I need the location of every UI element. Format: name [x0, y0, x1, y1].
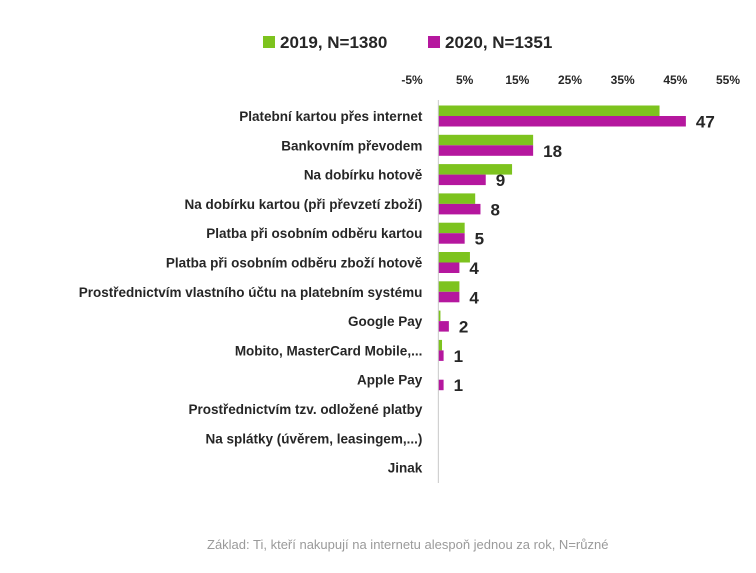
- category-label: Google Pay: [348, 314, 423, 329]
- data-label-2020: 9: [496, 171, 505, 190]
- bar-2020: [438, 350, 444, 361]
- category-label: Na splátky (úvěrem, leasingem,...): [205, 431, 422, 446]
- bar-2019: [438, 105, 660, 116]
- data-label-2020: 5: [475, 230, 484, 249]
- category-label: Platba při osobním odběru kartou: [206, 226, 422, 241]
- data-label-2020: 4: [469, 288, 479, 307]
- bar-2019: [438, 281, 460, 292]
- data-label-2020: 18: [543, 142, 562, 161]
- data-label-2020: 2: [459, 318, 468, 337]
- data-label-2020: 1: [454, 347, 463, 366]
- bar-2020: [438, 262, 460, 273]
- bar-2019: [438, 193, 476, 204]
- category-label: Prostřednictvím vlastního účtu na plateb…: [79, 285, 423, 300]
- bar-2020: [438, 116, 686, 127]
- bar-2020: [438, 174, 486, 186]
- bar-2019: [438, 339, 443, 351]
- bar-2020: [438, 203, 481, 215]
- x-axis-ticks: -5% 5% 15% 25% 35% 45% 55%: [401, 73, 740, 87]
- bar-2019: [438, 134, 534, 146]
- x-tick-label: 55%: [716, 73, 740, 87]
- x-tick-label: 5%: [456, 73, 474, 87]
- bars: [438, 105, 686, 391]
- legend-swatch-2019: [263, 36, 275, 48]
- category-label: Na dobírku kartou (při převzetí zboží): [185, 197, 423, 212]
- legend-swatch-2020: [428, 36, 440, 48]
- data-label-2020: 1: [454, 376, 463, 395]
- x-tick-label: -5%: [401, 73, 423, 87]
- bar-2020: [438, 379, 444, 391]
- bar-2019: [438, 164, 513, 175]
- bar-2020: [438, 145, 534, 156]
- bar-2020: [438, 233, 465, 244]
- data-label-2020: 4: [469, 259, 479, 278]
- legend-label-2020: 2020, N=1351: [445, 33, 552, 52]
- chart-legend: 2019, N=1380 2020, N=1351: [263, 33, 552, 52]
- x-tick-label: 35%: [611, 73, 635, 87]
- category-label: Prostřednictvím tzv. odložené platby: [189, 402, 423, 417]
- legend-label-2019: 2019, N=1380: [280, 33, 387, 52]
- category-label: Bankovním převodem: [281, 138, 422, 153]
- category-labels: Platební kartou přes internet Bankovním p…: [79, 109, 423, 476]
- footnote: Základ: Ti, kteří nakupují na internetu …: [207, 537, 609, 552]
- category-label: Platba při osobním odběru zboží hotově: [166, 256, 423, 271]
- data-label-2020: 47: [696, 113, 715, 132]
- category-label: Jinak: [388, 461, 423, 476]
- category-label: Na dobírku hotově: [304, 168, 423, 183]
- bar-2019: [438, 310, 441, 322]
- bar-2020: [438, 321, 449, 332]
- x-tick-label: 45%: [663, 73, 687, 87]
- bar-2019: [438, 252, 470, 263]
- category-label: Platební kartou přes internet: [239, 109, 423, 124]
- bar-2019: [438, 222, 465, 234]
- category-label: Mobito, MasterCard Mobile,...: [235, 343, 423, 358]
- category-label: Apple Pay: [357, 373, 423, 388]
- data-label-2020: 8: [490, 200, 499, 219]
- x-tick-label: 15%: [505, 73, 529, 87]
- bar-2020: [438, 291, 460, 303]
- x-tick-label: 25%: [558, 73, 582, 87]
